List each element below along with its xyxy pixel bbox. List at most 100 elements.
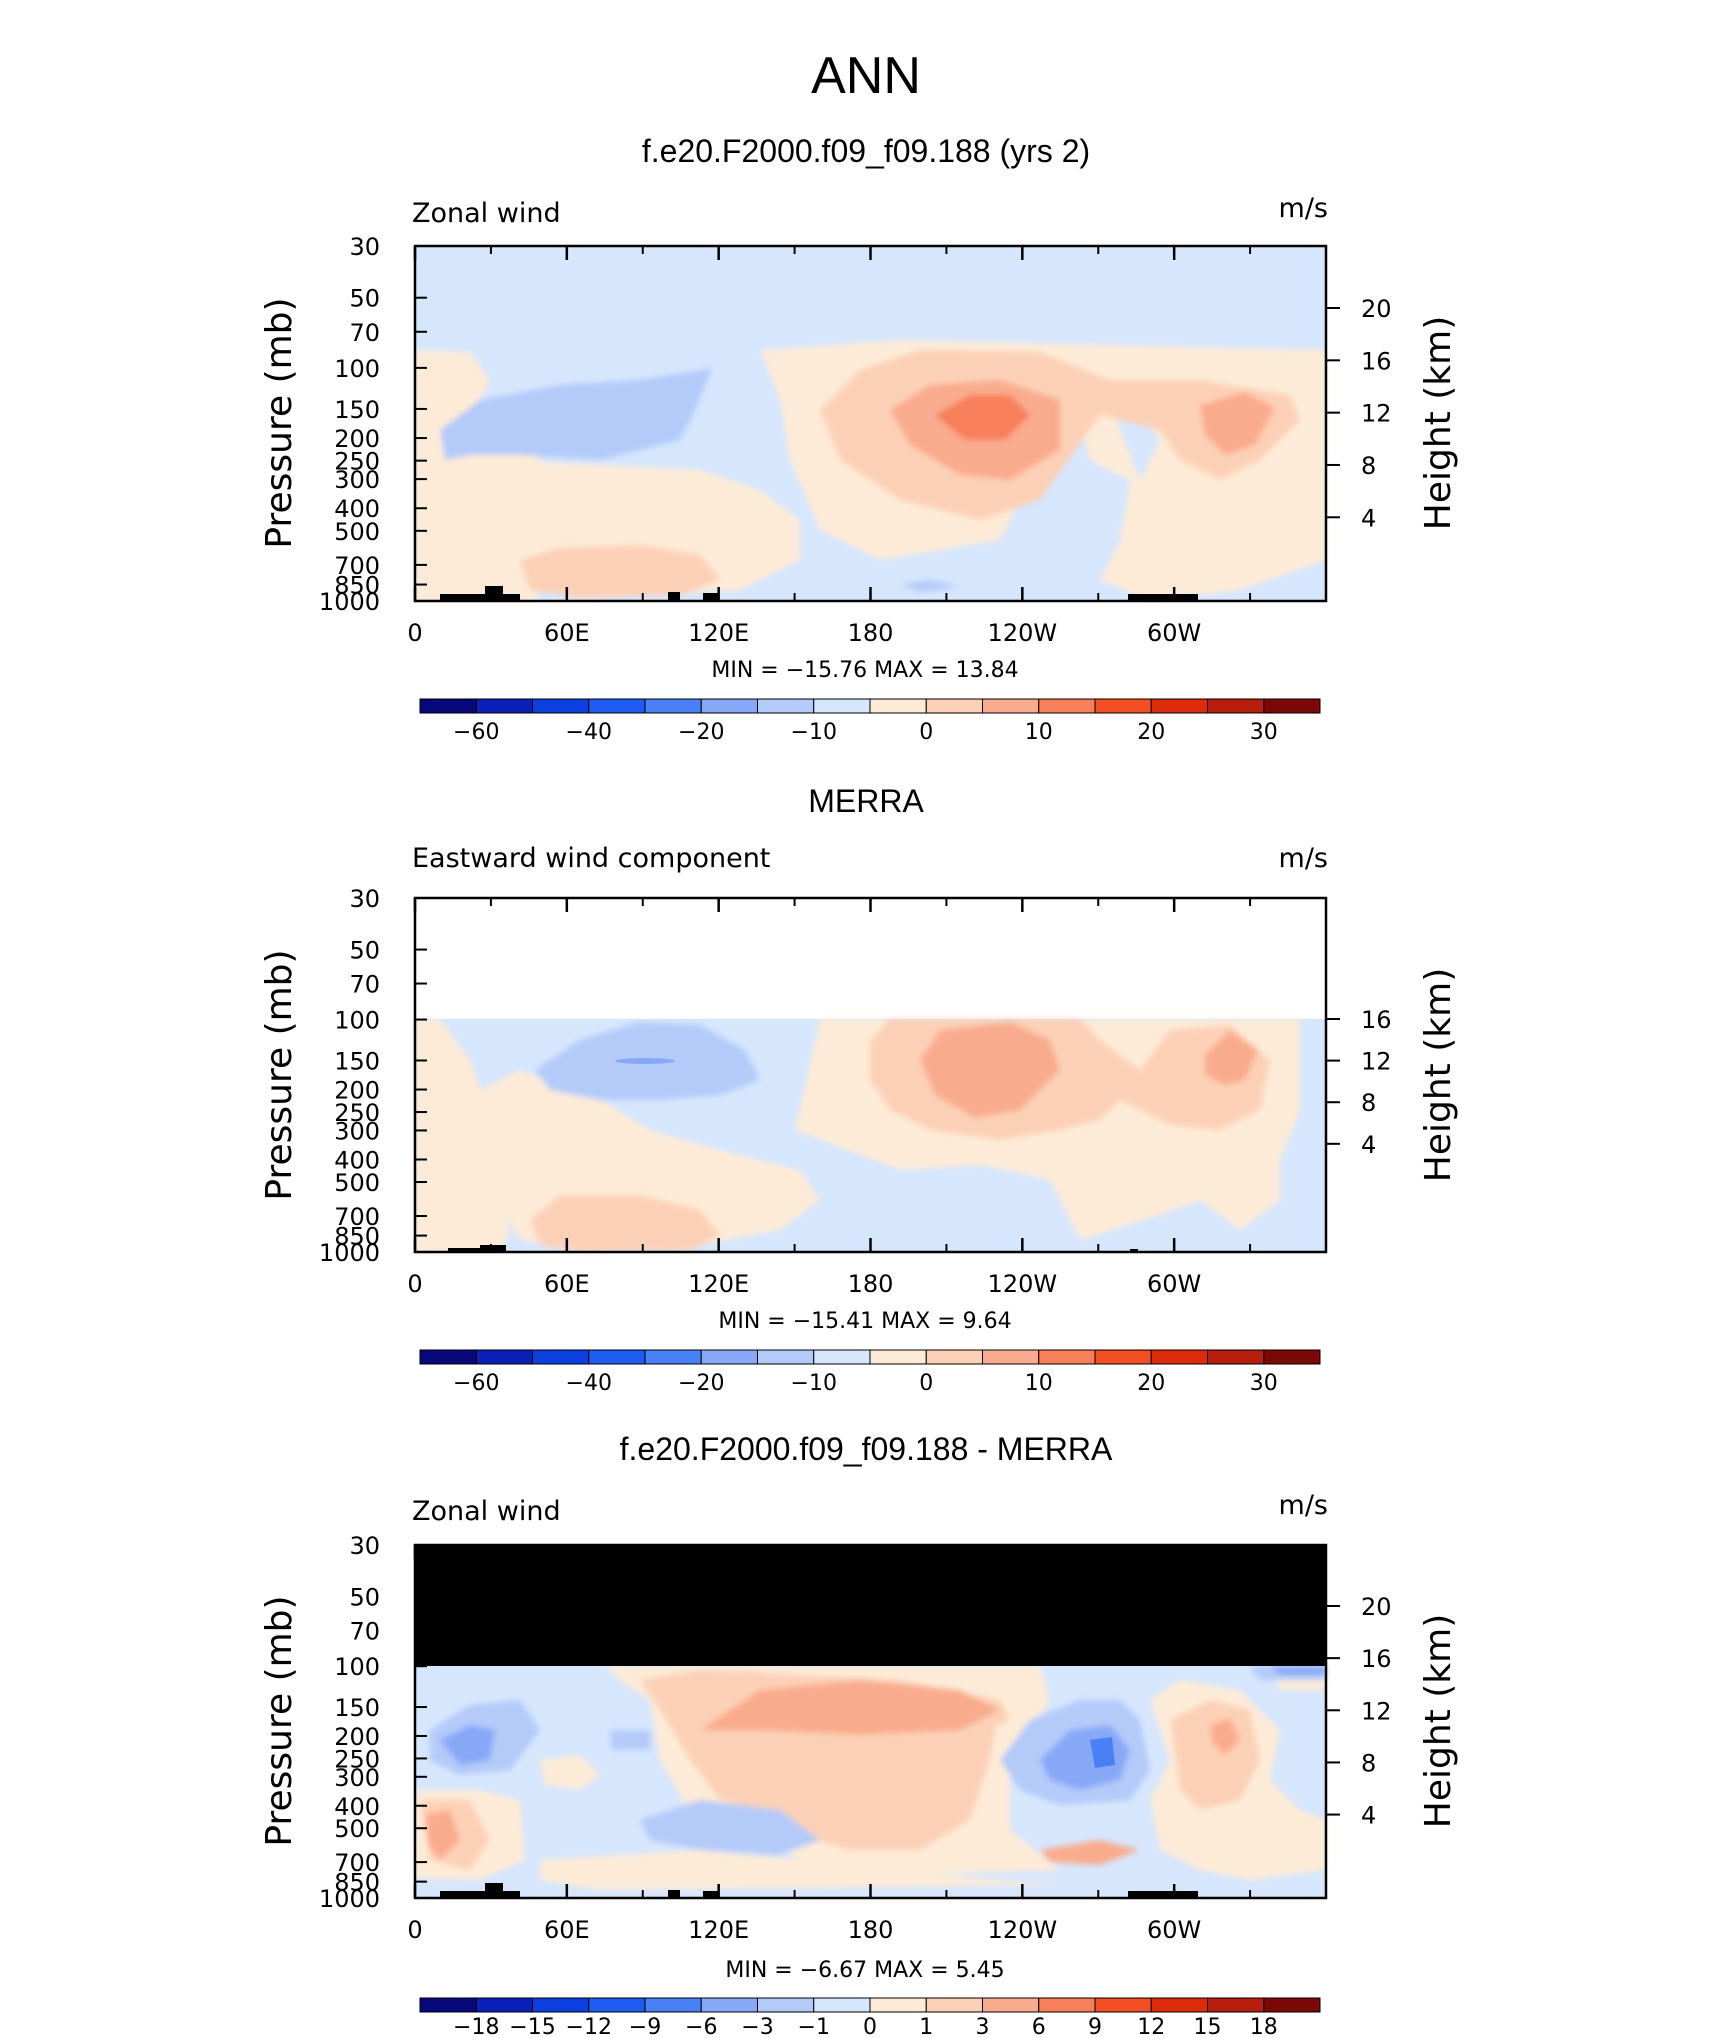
y-tick-label: 200: [334, 425, 380, 453]
colorbar: −18 −15 −12 −9 −6 −3 −1 0 1 3 6 9 12 15 18: [419, 1997, 1321, 2038]
colorbar-swatch: [757, 1997, 815, 2013]
colorbar-swatch: [1038, 1997, 1096, 2013]
y-tick-label: 300: [334, 1764, 380, 1792]
x-tick-label: 180: [848, 1916, 894, 1944]
y-axis-label: Pressure (mb): [259, 1595, 300, 1846]
colorbar-swatch: [1094, 1349, 1152, 1365]
x-tick-label: 60W: [1147, 1916, 1201, 1944]
topography: [440, 586, 1198, 601]
colorbar-swatch: [475, 698, 533, 714]
colorbar-swatch: [925, 1997, 983, 2013]
y-tick-label: 30: [349, 1532, 380, 1560]
y-tick-label: 200: [334, 1077, 380, 1105]
y-tick-label: 30: [349, 233, 380, 261]
y-tick-label: 100: [334, 355, 380, 383]
y-tick-label: 70: [349, 971, 380, 999]
height-tick-label: 8: [1361, 1089, 1376, 1117]
panel-title: MERRA: [808, 783, 924, 819]
panel-title: f.e20.F2000.f09_f09.188 - MERRA: [620, 1431, 1113, 1467]
colorbar-swatch: [982, 1997, 1040, 2013]
y-tick-label: 70: [349, 319, 380, 347]
x-tick-label: 0: [407, 1270, 422, 1298]
colorbar-swatch: [644, 698, 702, 714]
colorbar-label: 0: [919, 720, 933, 745]
colorbar-swatch: [700, 698, 758, 714]
colorbar-label: 1: [919, 2015, 933, 2038]
y-tick-label: 850: [334, 572, 380, 600]
colorbar-label: −40: [566, 1371, 612, 1396]
colorbar-swatch: [757, 1349, 815, 1365]
min-max-label: MIN = −15.41 MAX = 9.64: [718, 1309, 1011, 1334]
colorbar-swatch: [982, 698, 1040, 714]
panel-obs: MERRA Eastward wind component m/s 0 60E 12…: [259, 783, 1459, 1396]
colorbar-swatch: [813, 698, 871, 714]
colorbar-swatch: [1207, 698, 1265, 714]
y-tick-label: 150: [334, 1694, 380, 1722]
x-tick-label: 120E: [688, 619, 749, 647]
colorbar-swatch: [419, 698, 477, 714]
colorbar-swatch: [475, 1349, 533, 1365]
colorbar-label: −9: [629, 2015, 661, 2038]
colorbar-swatch: [1263, 698, 1321, 714]
y-tick-label: 1000: [319, 1885, 380, 1913]
colorbar-swatch: [982, 1349, 1040, 1365]
colorbar-swatch: [419, 1349, 477, 1365]
contour-field: [415, 1019, 1326, 1252]
y-tick-label: 50: [349, 937, 380, 965]
colorbar-label: −6: [685, 2015, 717, 2038]
colorbar-label: −20: [678, 1371, 724, 1396]
topography: [448, 1245, 1138, 1252]
colorbar-swatch: [813, 1997, 871, 2013]
colorbar-label: 0: [863, 2015, 877, 2038]
y-tick-label: 400: [334, 1793, 380, 1821]
x-tick-label: 120W: [988, 1916, 1058, 1944]
colorbar: −60 −40 −20 −10 0 10 20 30: [419, 698, 1321, 745]
height-tick-label: 12: [1361, 1697, 1392, 1725]
topography: [440, 1883, 1198, 1898]
y-tick-label: 850: [334, 1223, 380, 1251]
height-axis-label: Height (km): [1418, 968, 1459, 1182]
x-tick-label: 60W: [1147, 619, 1201, 647]
contour-field: [415, 246, 1326, 601]
colorbar-label: −12: [566, 2015, 612, 2038]
x-tick-label: 180: [848, 1270, 894, 1298]
colorbar-swatch: [700, 1997, 758, 2013]
y-tick-label: 30: [349, 885, 380, 913]
panel-model: f.e20.F2000.f09_f09.188 (yrs 2) Zonal wi…: [259, 133, 1459, 745]
y-tick-label: 500: [334, 1169, 380, 1197]
colorbar-swatch: [869, 1997, 927, 2013]
colorbar-swatch: [532, 698, 590, 714]
colorbar-label: 3: [976, 2015, 990, 2038]
panel-title: f.e20.F2000.f09_f09.188 (yrs 2): [642, 133, 1090, 169]
y-tick-label: 700: [334, 1203, 380, 1231]
y-tick-label: 250: [334, 1745, 380, 1773]
colorbar-swatch: [588, 698, 646, 714]
colorbar-label: 10: [1025, 720, 1053, 745]
height-tick-label: 12: [1361, 1048, 1392, 1076]
height-tick-label: 20: [1361, 295, 1392, 323]
colorbar-swatch: [1263, 1997, 1321, 2013]
colorbar-swatch: [925, 1349, 983, 1365]
colorbar-swatch: [1207, 1349, 1265, 1365]
colorbar-swatch: [869, 698, 927, 714]
colorbar-swatch: [925, 698, 983, 714]
height-axis-label: Height (km): [1418, 316, 1459, 530]
colorbar-swatch: [757, 698, 815, 714]
y-tick-label: 1000: [319, 588, 380, 616]
colorbar-label: 18: [1250, 2015, 1278, 2038]
colorbar-label: 30: [1250, 1371, 1278, 1396]
colorbar-label: 0: [919, 1371, 933, 1396]
y-tick-label: 500: [334, 1815, 380, 1843]
colorbar-label: 10: [1025, 1371, 1053, 1396]
y-tick-label: 70: [349, 1617, 380, 1645]
colorbar-swatch: [1150, 698, 1208, 714]
colorbar-label: −60: [453, 720, 499, 745]
right-string: m/s: [1279, 843, 1328, 874]
x-tick-label: 120W: [988, 1270, 1058, 1298]
colorbar-swatch: [419, 1997, 477, 2013]
y-tick-label: 100: [334, 1653, 380, 1681]
y-tick-label: 50: [349, 285, 380, 313]
min-max-label: MIN = −6.67 MAX = 5.45: [725, 1958, 1004, 1983]
colorbar-label: −60: [453, 1371, 499, 1396]
